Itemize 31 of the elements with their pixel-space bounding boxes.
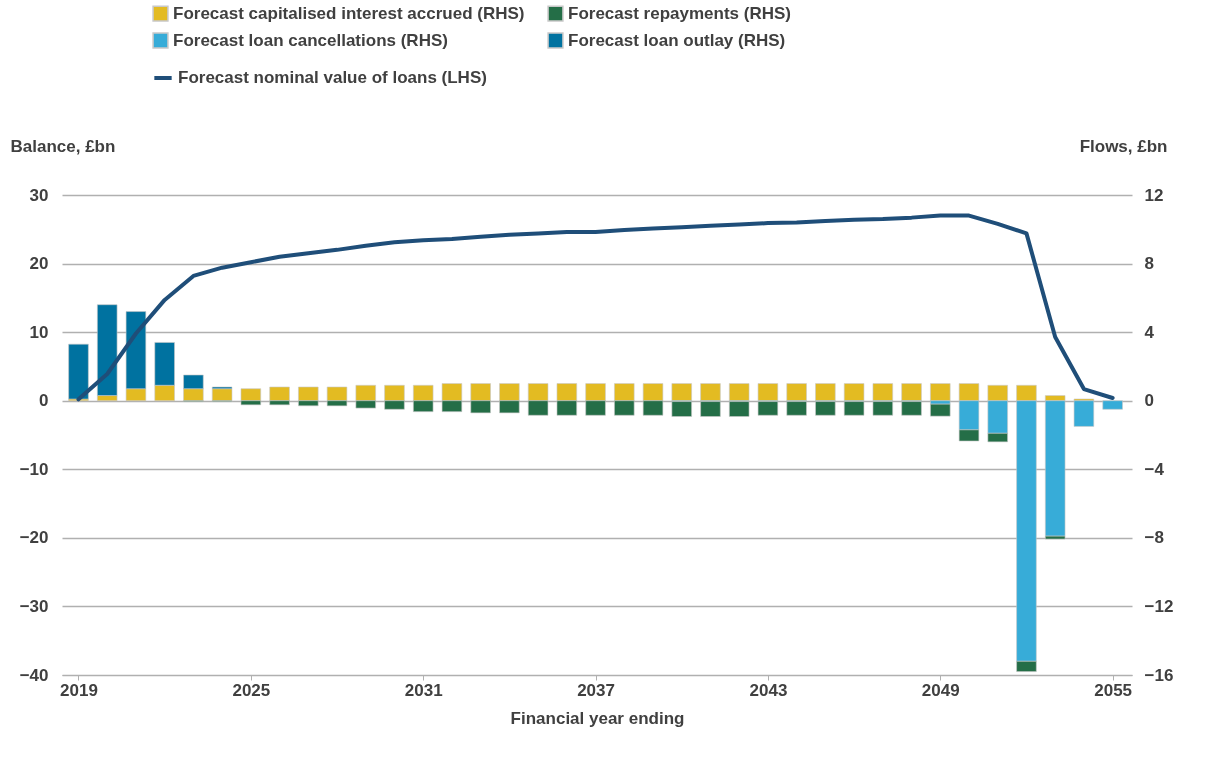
y2-tick-label: −4 [1144,459,1165,479]
x-axis-title: Financial year ending [510,708,685,728]
x-tick-label: 2049 [921,680,960,700]
x-tick-label: 2055 [1094,680,1133,700]
y-tick-label: −40 [19,665,49,685]
y-tick-label: −10 [19,459,49,479]
y2-axis-title: Flows, £bn [1079,136,1168,156]
x-tick-label: 2031 [404,680,443,700]
legend-label: Forecast loan cancellations (RHS) [173,30,448,50]
y2-tick-label: 12 [1144,185,1164,205]
x-tick-label: 2025 [232,680,271,700]
y2-tick-label: −8 [1144,528,1164,548]
y2-tick-label: 4 [1144,322,1155,342]
legend-label: Forecast nominal value of loans (LHS) [178,68,487,87]
y-tick-label: 0 [39,391,49,411]
y2-tick-label: 0 [1144,391,1154,411]
y2-tick-label: 8 [1144,254,1154,274]
y-tick-label: 20 [29,254,49,274]
y-tick-label: −30 [19,596,49,616]
legend-label: Forecast capitalised interest accrued (RHS) [173,3,525,23]
x-tick-label: 2037 [577,680,615,700]
y-tick-label: 30 [29,185,49,205]
y-axis-title: Balance, £bn [10,136,116,156]
y-tick-label: −20 [19,528,49,548]
y-tick-label: 10 [29,322,49,342]
x-tick-label: 2019 [60,680,98,700]
legend-label: Forecast repayments (RHS) [568,3,791,23]
y2-tick-label: −16 [1144,665,1174,685]
legend-label: Forecast loan outlay (RHS) [568,30,786,50]
x-tick-label: 2043 [749,680,788,700]
y2-tick-label: −12 [1144,596,1174,616]
